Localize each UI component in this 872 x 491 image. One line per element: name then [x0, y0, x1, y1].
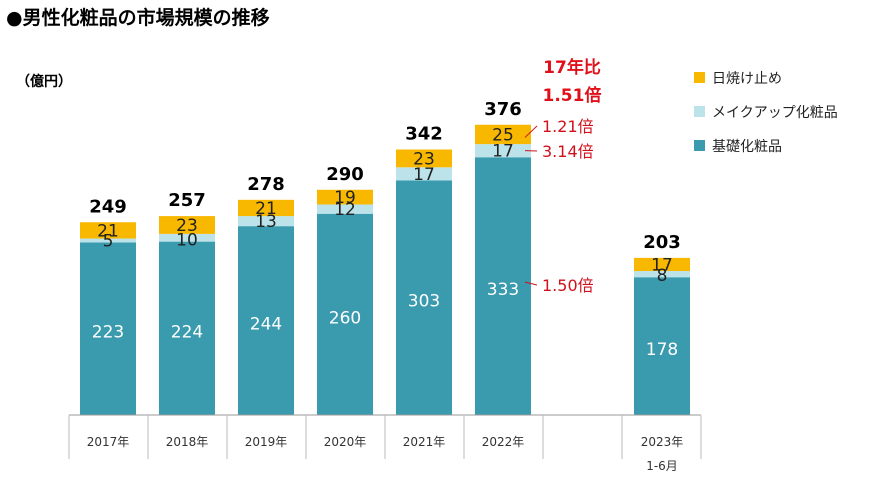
value-label-base-1: 224	[171, 322, 203, 342]
bar-segment-sunscreen-0	[80, 222, 136, 239]
value-label-base-6: 178	[646, 340, 678, 360]
bar-segment-sunscreen-5	[475, 124, 531, 145]
annotations: 17年比 1.51倍 1.21倍 3.14倍 1.50倍	[524, 57, 602, 295]
annotation-leader-sunscreen	[524, 125, 538, 138]
value-label-makeup-3: 12	[334, 200, 356, 220]
annotation-sunscreen-ratio: 1.21倍	[542, 117, 594, 136]
bar-segment-base-1	[159, 241, 215, 415]
total-label-1: 257	[168, 190, 206, 211]
bar-segment-base-2	[238, 226, 294, 415]
bar-segment-sunscreen-1	[159, 216, 215, 234]
annotation-header-line1: 17年比	[543, 57, 601, 78]
value-label-sunscreen-1: 23	[176, 216, 198, 236]
total-label-3: 290	[326, 164, 364, 185]
value-label-base-5: 333	[487, 280, 519, 300]
annotation-makeup-ratio: 3.14倍	[542, 142, 594, 161]
bar-segment-makeup-3	[317, 204, 373, 214]
value-label-base-4: 303	[408, 292, 440, 312]
legend-label-makeup: メイクアップ化粧品	[712, 105, 838, 121]
bar-segment-base-5	[475, 157, 531, 415]
bar-segment-makeup-6	[634, 271, 690, 278]
bar-segment-base-4	[396, 180, 452, 415]
bar-segment-base-0	[80, 242, 136, 415]
value-label-makeup-2: 13	[255, 212, 277, 232]
total-label-5: 376	[484, 99, 522, 120]
value-label-makeup-0: 5	[103, 231, 114, 251]
x-axis: 2017年 2018年 2019年 2020年 2021年 2022年 2023年 1-6月	[68, 414, 702, 473]
value-label-makeup-1: 10	[176, 231, 198, 251]
bar-segment-sunscreen-6	[634, 257, 690, 272]
legend-swatch-sunscreen	[694, 72, 705, 83]
value-label-base-3: 260	[329, 308, 361, 328]
x-tick-label-1: 2018年	[166, 435, 209, 449]
bar-segment-makeup-4	[396, 167, 452, 181]
legend-label-base: 基礎化粧品	[712, 138, 782, 155]
value-label-sunscreen-2: 21	[255, 199, 277, 219]
x-tick-label-6: 2023年	[641, 435, 684, 449]
x-tick-label-0: 2017年	[87, 435, 130, 449]
bar-segment-base-3	[317, 213, 373, 415]
value-label-makeup-5: 17	[492, 142, 514, 162]
legend-swatch-base	[694, 140, 705, 151]
value-label-sunscreen-3: 19	[334, 188, 356, 208]
total-label-6: 203	[643, 232, 681, 253]
bars-group: 2235212492241023257244132127826012192903…	[80, 99, 690, 415]
annotation-base-ratio: 1.50倍	[542, 276, 594, 295]
annotation-header-line2: 1.51倍	[543, 85, 602, 106]
legend-swatch-makeup	[694, 106, 705, 117]
total-label-4: 342	[405, 124, 443, 145]
bar-segment-sunscreen-2	[238, 199, 294, 217]
value-label-sunscreen-4: 23	[413, 149, 435, 169]
value-label-base-2: 244	[250, 315, 282, 335]
x-tick-label-5: 2022年	[482, 435, 525, 449]
value-label-makeup-6: 8	[657, 266, 668, 286]
bar-segment-sunscreen-4	[396, 149, 452, 168]
value-label-sunscreen-6: 17	[651, 255, 673, 275]
x-tick-label-4: 2021年	[403, 435, 446, 449]
unit-label: （億円）	[16, 73, 72, 90]
x-tick-label-3: 2020年	[324, 435, 367, 449]
bar-segment-base-6	[634, 277, 690, 415]
value-label-base-0: 223	[92, 323, 124, 343]
bar-segment-makeup-5	[475, 144, 531, 158]
bar-segment-sunscreen-3	[317, 189, 373, 205]
value-label-sunscreen-0: 21	[97, 221, 119, 241]
chart-title: ●男性化粧品の市場規模の推移	[6, 6, 270, 29]
value-label-sunscreen-5: 25	[492, 125, 514, 145]
bar-segment-makeup-1	[159, 233, 215, 242]
x-tick-label-2: 2019年	[245, 435, 288, 449]
total-label-2: 278	[247, 174, 285, 195]
bar-segment-makeup-0	[80, 238, 136, 243]
total-label-0: 249	[89, 196, 127, 217]
legend-label-sunscreen: 日焼け止め	[712, 71, 782, 87]
value-label-makeup-4: 17	[413, 165, 435, 185]
bar-segment-makeup-2	[238, 216, 294, 227]
annotation-leader-base	[524, 281, 538, 286]
x-tick-sublabel-6: 1-6月	[646, 459, 678, 473]
